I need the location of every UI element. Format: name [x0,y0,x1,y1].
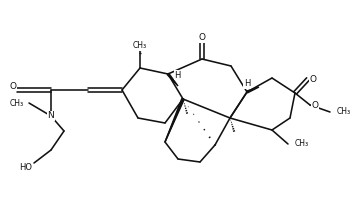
Text: N: N [48,112,54,121]
Text: CH₃: CH₃ [10,98,24,108]
Text: CH₃: CH₃ [133,42,147,50]
Polygon shape [167,73,178,86]
Text: O: O [198,33,206,43]
Text: CH₃: CH₃ [337,108,351,116]
Text: H: H [174,71,180,80]
Text: CH₃: CH₃ [295,139,309,149]
Text: O: O [9,82,17,90]
Text: O: O [311,100,319,110]
Text: H: H [244,80,250,88]
Text: O: O [310,74,316,84]
Text: HO: HO [19,163,32,172]
Polygon shape [165,98,184,142]
Polygon shape [247,87,259,93]
